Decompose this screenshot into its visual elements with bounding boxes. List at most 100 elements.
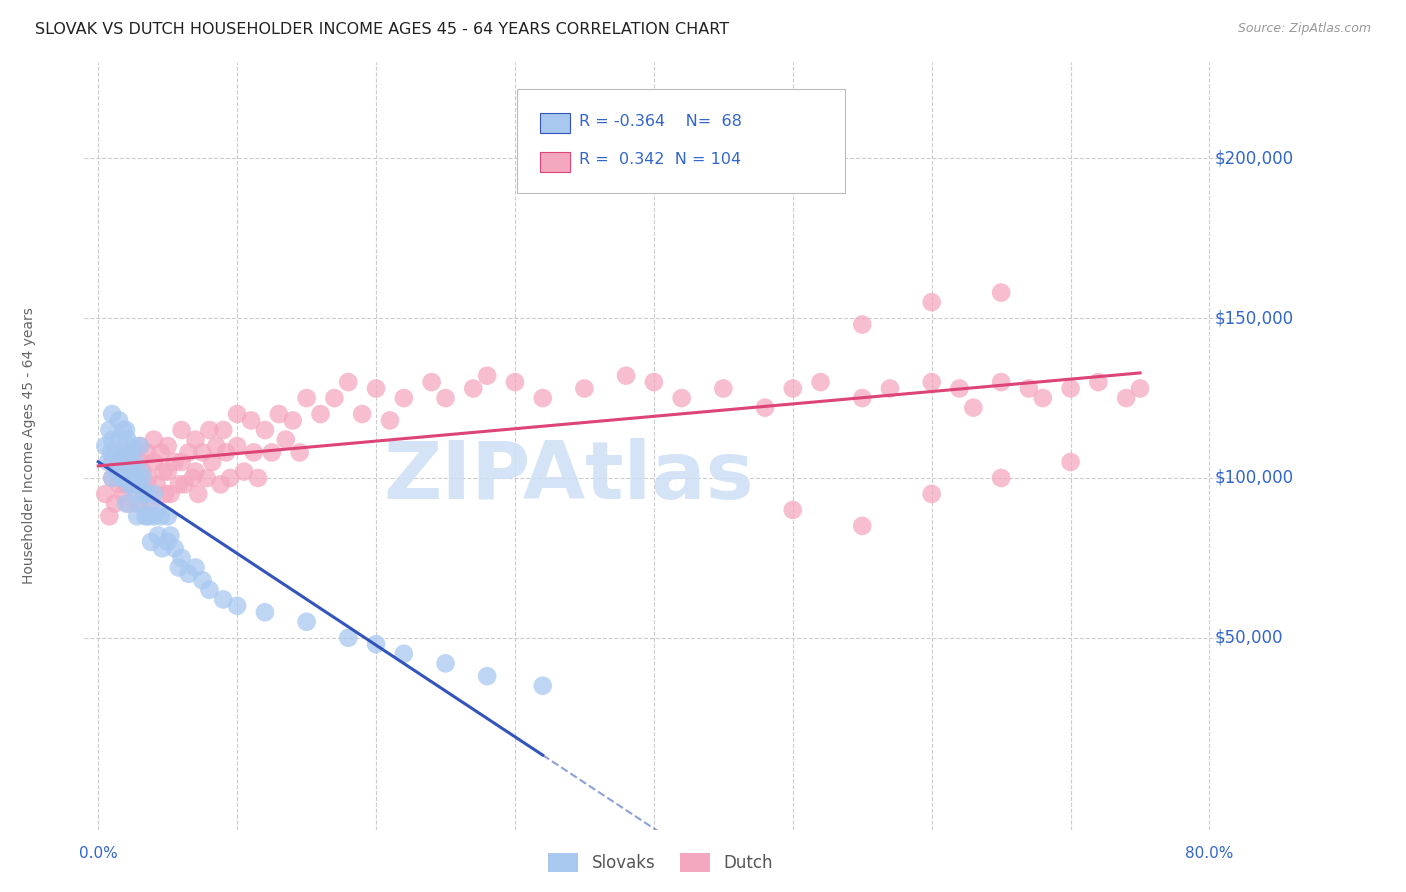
Point — [136, 471, 159, 485]
Point — [260, 445, 283, 459]
FancyBboxPatch shape — [517, 89, 845, 193]
Point — [209, 477, 232, 491]
Point — [129, 496, 152, 510]
Point — [100, 445, 122, 459]
Point — [142, 455, 165, 469]
Point — [127, 487, 149, 501]
Point — [132, 487, 155, 501]
Text: SLOVAK VS DUTCH HOUSEHOLDER INCOME AGES 45 - 64 YEARS CORRELATION CHART: SLOVAK VS DUTCH HOUSEHOLDER INCOME AGES … — [35, 22, 730, 37]
Point — [243, 445, 266, 459]
Text: R =  0.342  N = 104: R = 0.342 N = 104 — [579, 153, 741, 168]
Point — [226, 599, 249, 613]
Point — [378, 413, 401, 427]
Text: $150,000: $150,000 — [1215, 310, 1294, 327]
Point — [118, 496, 141, 510]
Text: $100,000: $100,000 — [1215, 469, 1294, 487]
Point — [463, 382, 485, 396]
Point — [477, 368, 499, 383]
Point — [114, 471, 136, 485]
Point — [142, 509, 165, 524]
Text: R = -0.364    N=  68: R = -0.364 N= 68 — [579, 114, 742, 129]
Point — [115, 445, 138, 459]
Point — [948, 382, 970, 396]
Point — [120, 445, 142, 459]
Point — [851, 519, 873, 533]
Text: 0.0%: 0.0% — [79, 846, 118, 861]
Point — [156, 439, 179, 453]
Point — [149, 445, 172, 459]
Point — [392, 647, 415, 661]
Point — [129, 465, 152, 479]
Point — [921, 375, 943, 389]
Point — [267, 407, 290, 421]
Point — [122, 439, 145, 453]
Point — [671, 391, 693, 405]
Point — [108, 413, 131, 427]
Point — [851, 391, 873, 405]
Point — [181, 471, 204, 485]
Point — [246, 471, 269, 485]
Point — [434, 657, 457, 671]
Point — [364, 637, 387, 651]
Point — [115, 455, 138, 469]
Point — [288, 445, 311, 459]
Point — [101, 433, 124, 447]
Point — [167, 477, 190, 491]
Point — [163, 541, 186, 556]
Point — [97, 455, 120, 469]
Point — [159, 528, 181, 542]
Point — [156, 509, 179, 524]
Point — [142, 433, 165, 447]
Point — [135, 487, 157, 501]
Text: $200,000: $200,000 — [1215, 149, 1294, 168]
Point — [184, 433, 207, 447]
Point — [104, 496, 127, 510]
Point — [128, 477, 150, 491]
FancyBboxPatch shape — [540, 113, 569, 133]
Point — [531, 391, 554, 405]
Point — [139, 534, 162, 549]
Point — [1032, 391, 1054, 405]
FancyBboxPatch shape — [540, 152, 569, 171]
Point — [711, 382, 734, 396]
Point — [477, 669, 499, 683]
Point — [1018, 382, 1040, 396]
Point — [921, 487, 943, 501]
Point — [131, 465, 153, 479]
Point — [112, 487, 135, 501]
Point — [94, 439, 117, 453]
Point — [122, 477, 145, 491]
Point — [1087, 375, 1109, 389]
Point — [142, 487, 165, 501]
Point — [163, 455, 186, 469]
Point — [115, 423, 138, 437]
Point — [253, 423, 276, 437]
Point — [104, 445, 127, 459]
Point — [145, 477, 167, 491]
Point — [108, 455, 131, 469]
Point — [215, 445, 238, 459]
Point — [187, 487, 209, 501]
Point — [226, 407, 249, 421]
Point — [810, 375, 832, 389]
Point — [233, 465, 256, 479]
Point — [1129, 382, 1152, 396]
Point — [191, 445, 214, 459]
Point — [170, 455, 193, 469]
Text: 80.0%: 80.0% — [1185, 846, 1233, 861]
Point — [153, 487, 176, 501]
Point — [131, 471, 153, 485]
Point — [253, 605, 276, 619]
Point — [643, 375, 665, 389]
Point — [122, 465, 145, 479]
Point — [127, 509, 149, 524]
Point — [118, 455, 141, 469]
Point — [295, 391, 318, 405]
Point — [149, 509, 172, 524]
Point — [851, 318, 873, 332]
Point — [962, 401, 984, 415]
Point — [212, 592, 235, 607]
Point — [1059, 455, 1081, 469]
Point — [115, 496, 138, 510]
Point — [191, 573, 214, 587]
